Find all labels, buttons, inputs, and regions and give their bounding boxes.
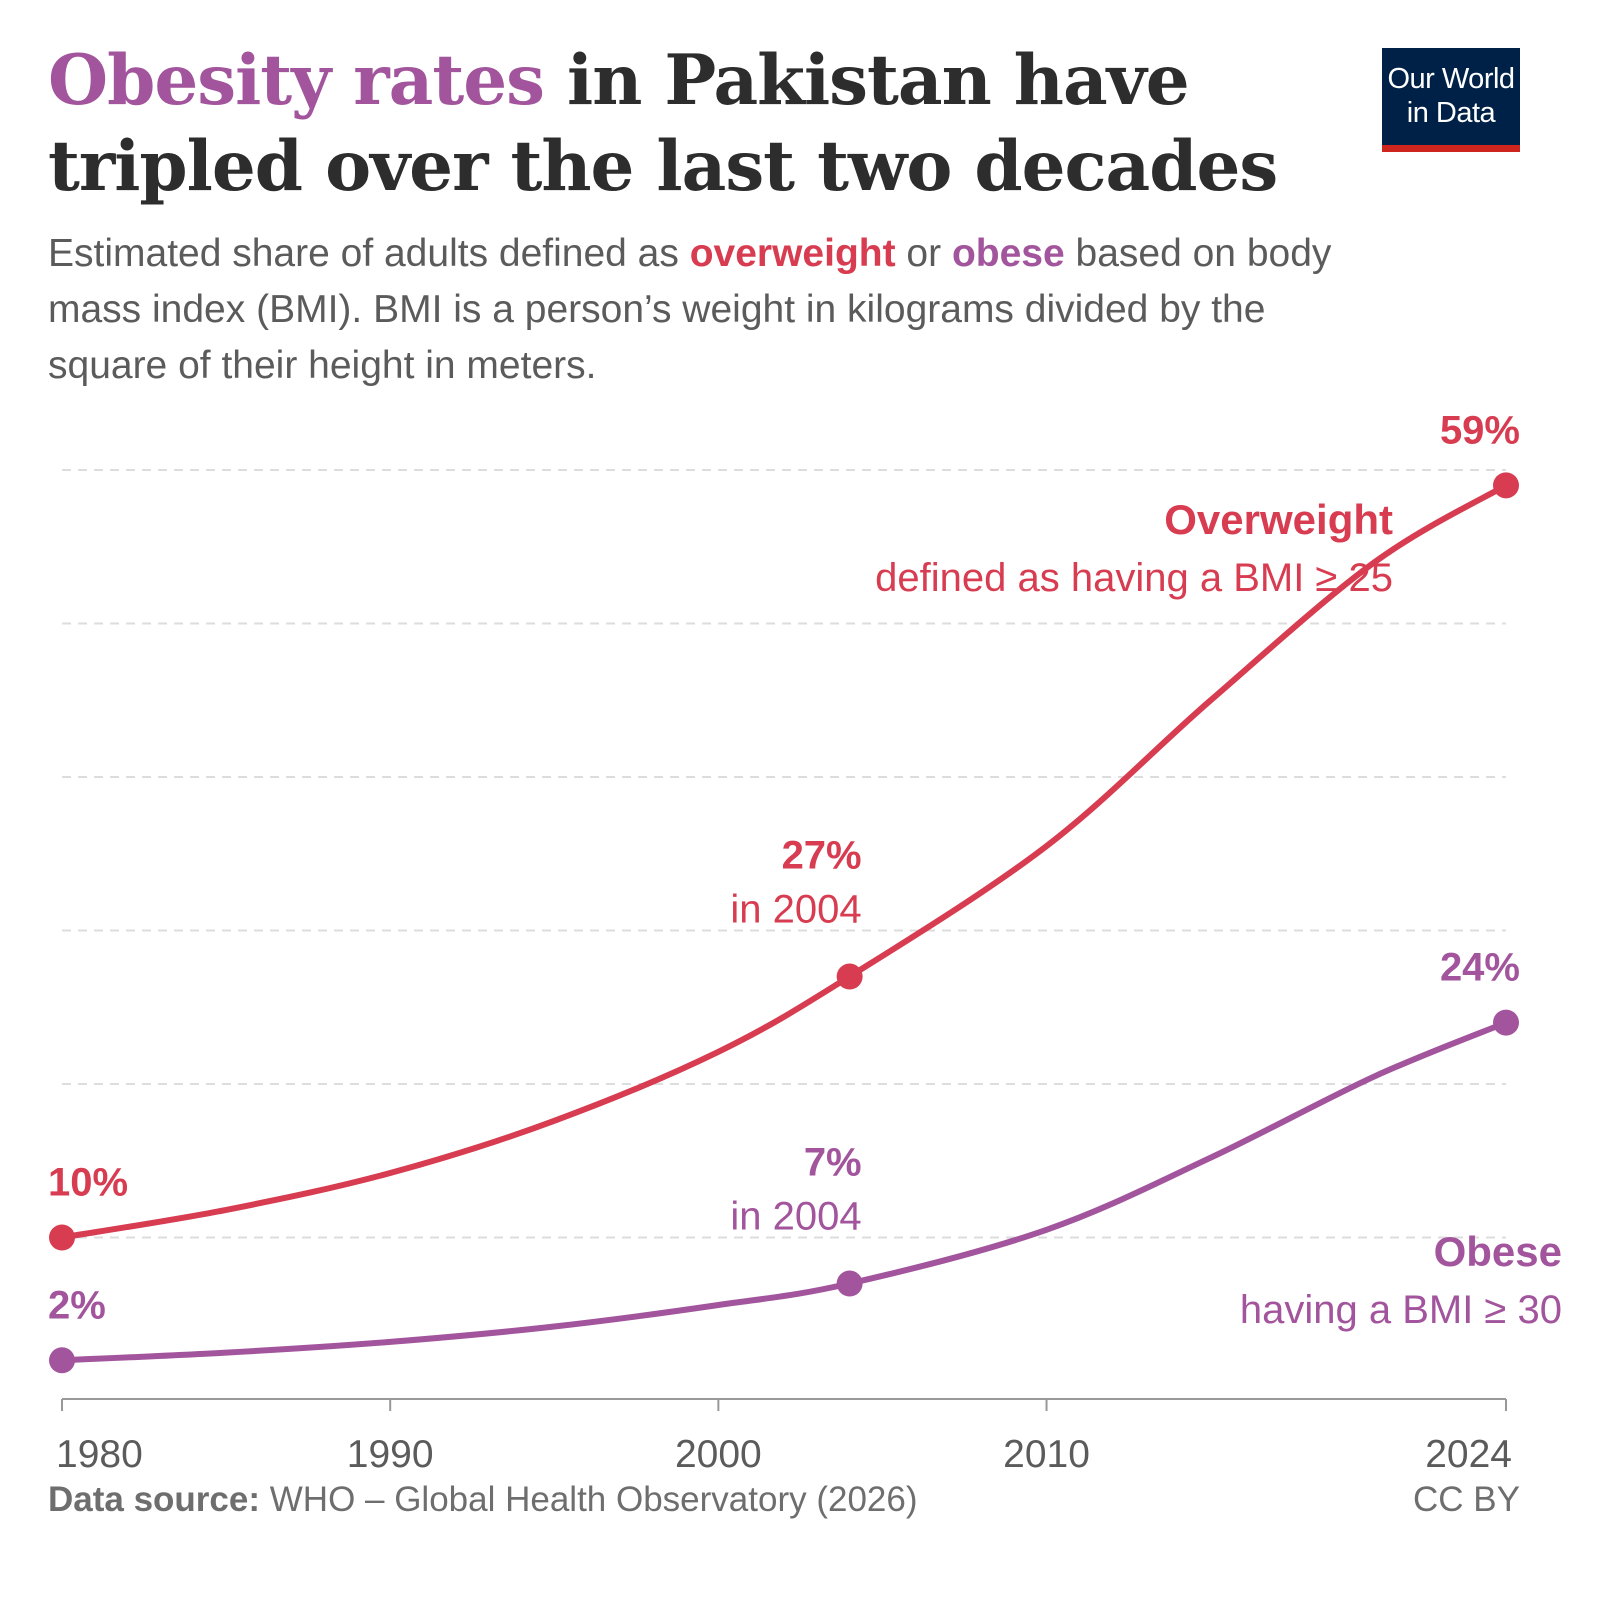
subtitle-part-3: based on body mass index (BMI). BMI is a… — [48, 232, 1332, 387]
obese-line — [59, 1019, 1509, 1364]
obese-point-2004 — [836, 1270, 863, 1297]
overweight-series-name: Overweight — [1164, 496, 1393, 543]
overweight-label-mid-value: 27% — [782, 834, 862, 878]
data-source-text: WHO – Global Health Observatory (2026) — [260, 1480, 918, 1519]
obese-point-1980 — [49, 1347, 75, 1374]
overweight-series-description: defined as having a BMI ≥ 25 — [875, 556, 1393, 600]
overweight-point-1980 — [49, 1224, 75, 1251]
overweight-point-2004 — [836, 963, 863, 990]
obese-point-2024 — [1493, 1009, 1519, 1036]
logo-line-1: Our World — [1387, 63, 1515, 95]
logo-accent-bar — [1382, 145, 1520, 152]
owid-logo[interactable]: Our World in Data — [1382, 48, 1520, 152]
obese-label-mid-value: 7% — [804, 1141, 862, 1185]
overweight-label-start: 10% — [48, 1161, 128, 1205]
subtitle-part-1: Estimated share of adults defined as — [48, 232, 690, 275]
obese-label-mid-note: in 2004 — [730, 1195, 861, 1239]
obese-label-start: 2% — [48, 1283, 106, 1327]
x-tick-label: 2010 — [1003, 1433, 1090, 1476]
license-label[interactable]: CC BY — [1413, 1480, 1520, 1519]
title-rest: in Pakistan have tripled over the last t… — [48, 40, 1278, 207]
chart-subtitle: Estimated share of adults defined as ove… — [48, 226, 1388, 394]
subtitle-part-2: or — [895, 232, 952, 275]
x-tick-label: 2000 — [675, 1433, 762, 1476]
x-tick-label: 2024 — [1425, 1433, 1512, 1476]
title-highlight: Obesity rates — [48, 40, 545, 121]
overweight-label-end: 59% — [1440, 408, 1520, 452]
subtitle-overweight: overweight — [689, 232, 896, 275]
x-tick-label: 1990 — [347, 1433, 434, 1476]
chart-title: Obesity rates in Pakistan have tripled o… — [48, 38, 1348, 210]
obese-series-name: Obese — [1434, 1228, 1562, 1275]
overweight-line — [59, 482, 1509, 1241]
obese-series-description: having a BMI ≥ 30 — [1240, 1288, 1562, 1332]
overweight-label-mid-note: in 2004 — [730, 888, 861, 932]
subtitle-obese: obese — [951, 232, 1065, 275]
data-source-label: Data source: — [48, 1480, 261, 1519]
logo-line-2: in Data — [1406, 97, 1496, 129]
data-source: Data source: WHO – Global Health Observa… — [48, 1480, 918, 1520]
x-tick-label: 1980 — [56, 1433, 143, 1476]
obese-label-end: 24% — [1440, 946, 1520, 990]
overweight-point-2024 — [1493, 472, 1519, 499]
